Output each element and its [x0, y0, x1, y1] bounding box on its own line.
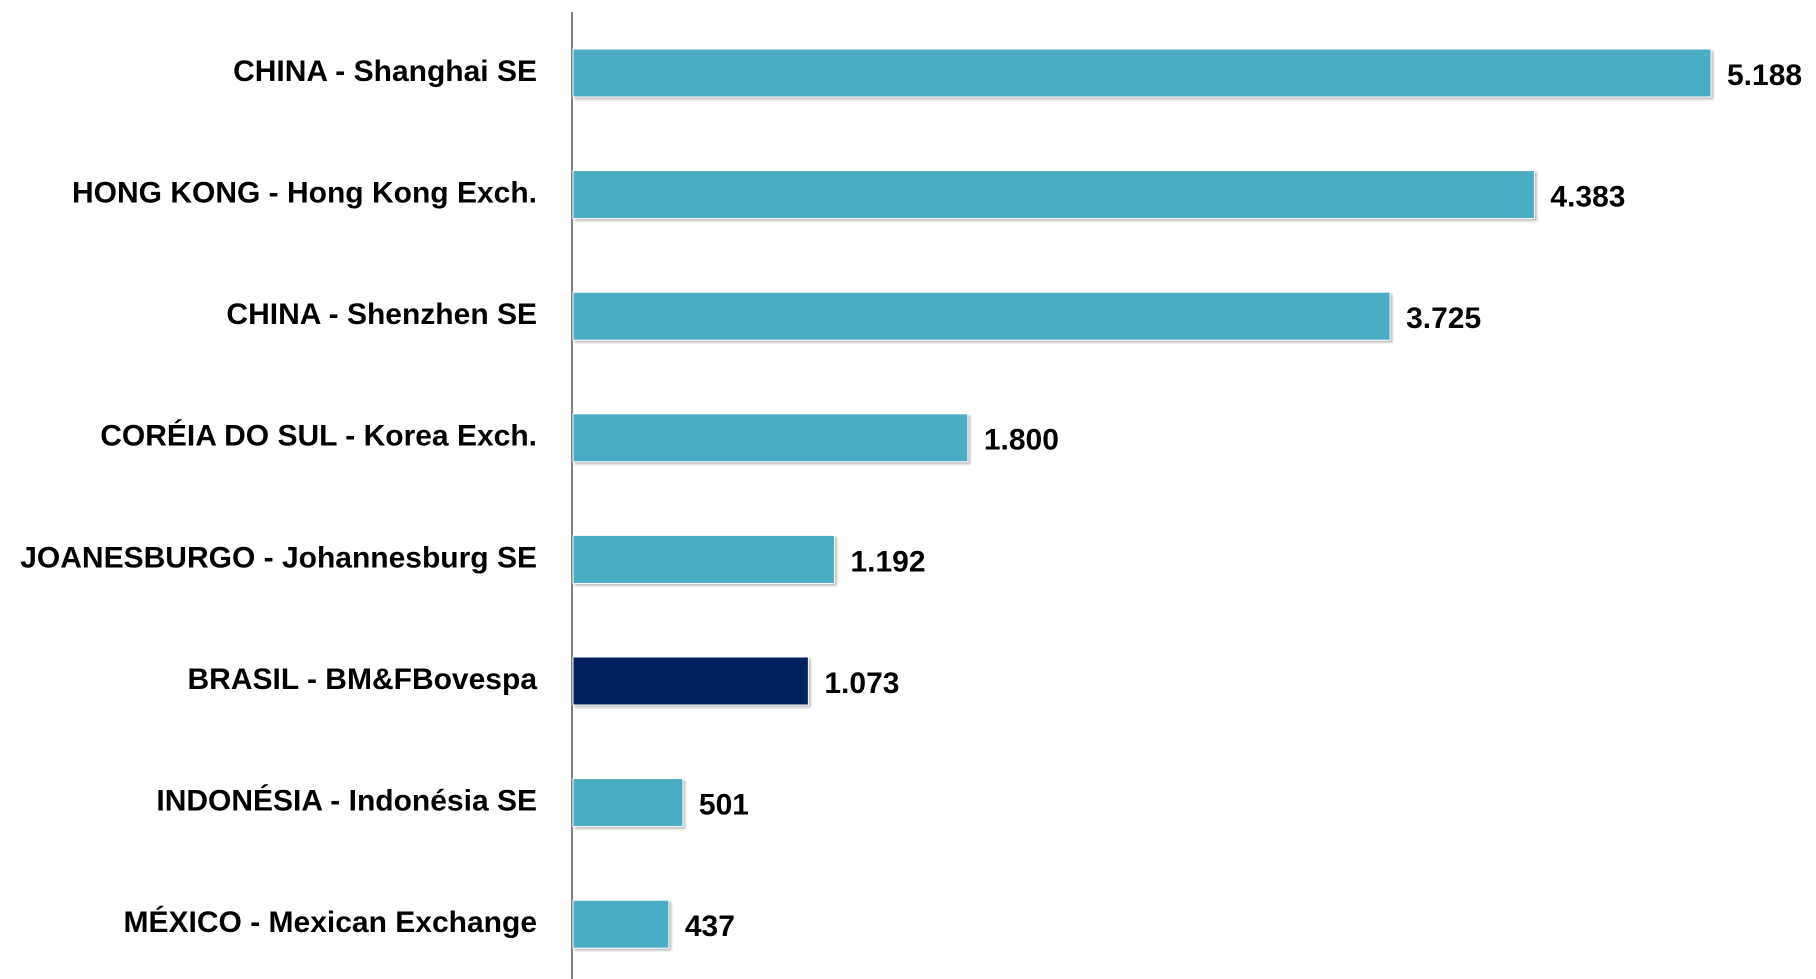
value-label: 1.073 [824, 667, 899, 700]
value-label: 1.800 [984, 424, 1059, 457]
category-label: INDONÉSIA - Indonésia SE [156, 784, 537, 818]
bar [572, 48, 1712, 98]
value-label: 3.725 [1406, 302, 1481, 335]
bar [572, 413, 969, 463]
bar [572, 291, 1391, 341]
category-label: CHINA - Shenzhen SE [226, 298, 537, 331]
value-label: 501 [699, 789, 749, 822]
category-label: CHINA - Shanghai SE [233, 55, 537, 88]
category-label: MÉXICO - Mexican Exchange [124, 905, 537, 939]
bar [572, 778, 684, 828]
bar [572, 534, 835, 584]
value-label: 1.192 [850, 545, 925, 578]
category-label: CORÉIA DO SUL - Korea Exch. [100, 419, 537, 453]
bar [572, 899, 670, 949]
value-label: 437 [685, 910, 735, 943]
category-label: JOANESBURGO - Johannesburg SE [20, 541, 537, 574]
category-label: HONG KONG - Hong Kong Exch. [72, 177, 537, 210]
bar [572, 170, 1535, 220]
value-label: 4.383 [1550, 181, 1625, 214]
value-label: 5.188 [1727, 59, 1802, 92]
category-label: BRASIL - BM&FBovespa [188, 663, 538, 696]
bar [572, 656, 809, 706]
